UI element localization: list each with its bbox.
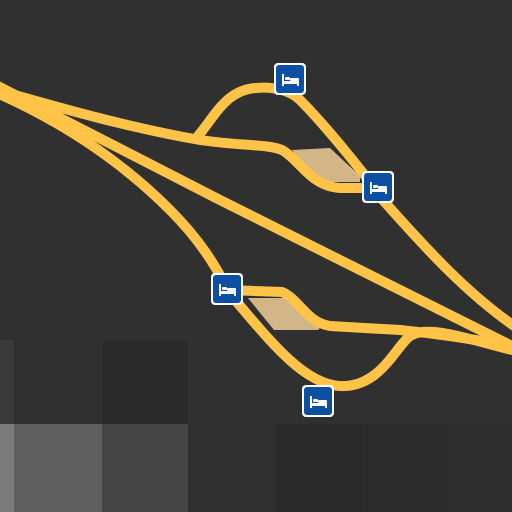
tile <box>276 424 362 512</box>
lower-rest-area-loop[interactable] <box>223 287 512 392</box>
tile <box>102 340 188 424</box>
tile <box>14 424 102 512</box>
hotel-marker-1[interactable] <box>274 63 306 95</box>
hotel-marker-4[interactable] <box>302 385 334 417</box>
lower-rest-area-parking[interactable] <box>248 298 322 330</box>
main-highway[interactable] <box>0 81 512 352</box>
upper-rest-area-parking[interactable] <box>292 148 360 182</box>
upper-parallel-road[interactable] <box>0 85 512 331</box>
bed-icon <box>310 396 327 408</box>
tile <box>450 424 512 512</box>
bed-icon <box>370 182 387 194</box>
tile-mosaic <box>0 340 512 512</box>
tile <box>0 424 14 512</box>
bed-icon <box>219 284 236 296</box>
tile <box>0 340 14 424</box>
tile <box>102 424 188 512</box>
tile <box>188 424 276 512</box>
hotel-marker-2[interactable] <box>362 171 394 203</box>
tile <box>362 424 450 512</box>
hotel-marker-3[interactable] <box>211 273 243 305</box>
bed-icon <box>282 74 299 86</box>
tile <box>14 340 102 424</box>
